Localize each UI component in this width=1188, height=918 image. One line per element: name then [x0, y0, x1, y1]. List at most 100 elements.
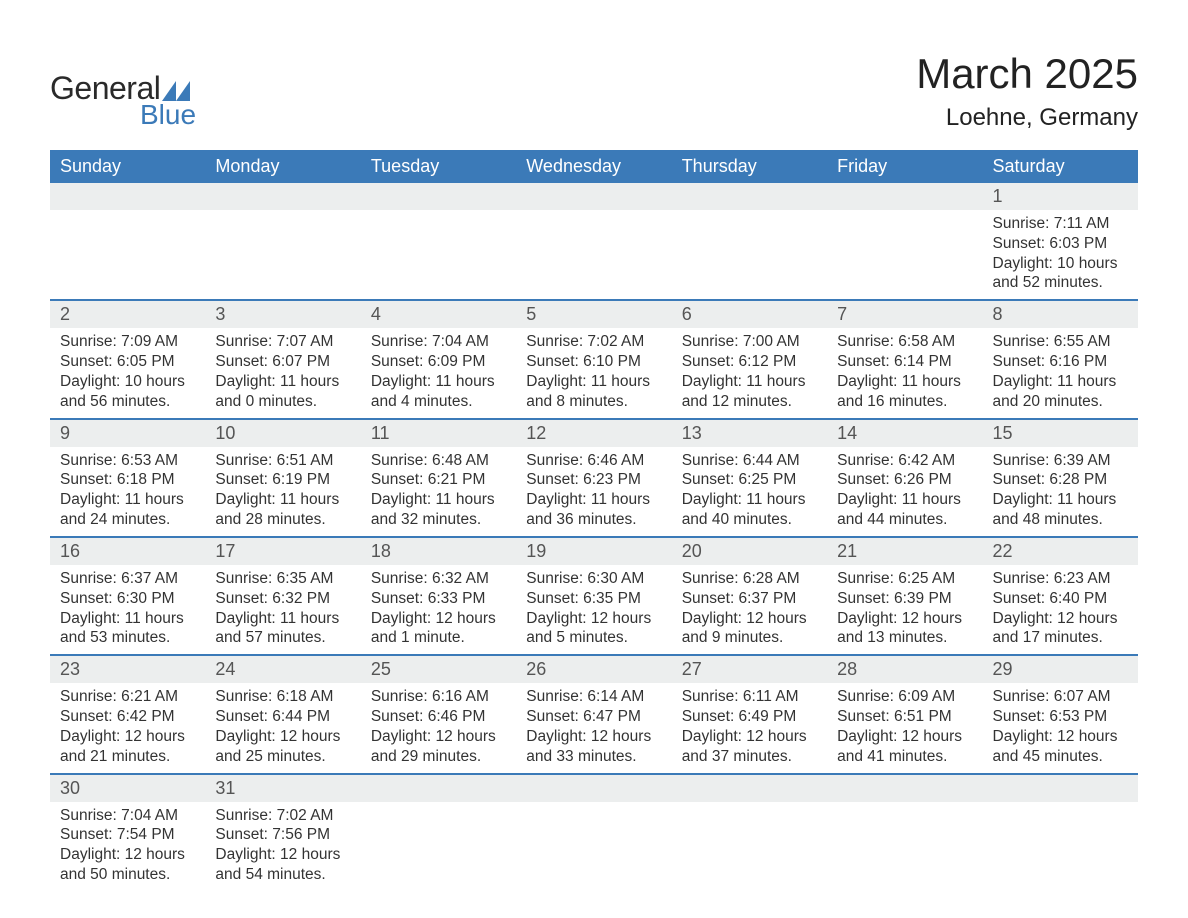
- daylight1-text: Daylight: 12 hours: [371, 609, 506, 629]
- day-body: Sunrise: 6:39 AMSunset: 6:28 PMDaylight:…: [983, 447, 1138, 536]
- sunset-text: Sunset: 6:18 PM: [60, 470, 195, 490]
- day-body: Sunrise: 6:42 AMSunset: 6:26 PMDaylight:…: [827, 447, 982, 536]
- daylight1-text: Daylight: 11 hours: [993, 372, 1128, 392]
- day-cell: 14Sunrise: 6:42 AMSunset: 6:26 PMDayligh…: [827, 419, 982, 537]
- day-number: [361, 775, 516, 802]
- day-cell: 22Sunrise: 6:23 AMSunset: 6:40 PMDayligh…: [983, 537, 1138, 655]
- day-body: [361, 210, 516, 294]
- daylight2-text: and 16 minutes.: [837, 392, 972, 412]
- sunrise-text: Sunrise: 6:23 AM: [993, 569, 1128, 589]
- day-cell: 10Sunrise: 6:51 AMSunset: 6:19 PMDayligh…: [205, 419, 360, 537]
- sunset-text: Sunset: 6:16 PM: [993, 352, 1128, 372]
- sunset-text: Sunset: 6:35 PM: [526, 589, 661, 609]
- title-block: March 2025 Loehne, Germany: [916, 50, 1138, 132]
- day-cell: [672, 183, 827, 300]
- day-body: Sunrise: 6:51 AMSunset: 6:19 PMDaylight:…: [205, 447, 360, 536]
- day-body: Sunrise: 7:09 AMSunset: 6:05 PMDaylight:…: [50, 328, 205, 417]
- day-number: [983, 775, 1138, 802]
- day-number: [50, 183, 205, 210]
- daylight1-text: Daylight: 12 hours: [60, 727, 195, 747]
- sunrise-text: Sunrise: 6:55 AM: [993, 332, 1128, 352]
- day-cell: 25Sunrise: 6:16 AMSunset: 6:46 PMDayligh…: [361, 655, 516, 773]
- day-number: 2: [50, 301, 205, 328]
- daylight1-text: Daylight: 12 hours: [215, 845, 350, 865]
- day-cell: 4Sunrise: 7:04 AMSunset: 6:09 PMDaylight…: [361, 300, 516, 418]
- day-cell: 27Sunrise: 6:11 AMSunset: 6:49 PMDayligh…: [672, 655, 827, 773]
- day-body: [672, 210, 827, 294]
- day-cell: 13Sunrise: 6:44 AMSunset: 6:25 PMDayligh…: [672, 419, 827, 537]
- day-number: 23: [50, 656, 205, 683]
- page-title: March 2025: [916, 50, 1138, 98]
- sunset-text: Sunset: 6:23 PM: [526, 470, 661, 490]
- day-number: 7: [827, 301, 982, 328]
- day-cell: 6Sunrise: 7:00 AMSunset: 6:12 PMDaylight…: [672, 300, 827, 418]
- day-body: Sunrise: 6:44 AMSunset: 6:25 PMDaylight:…: [672, 447, 827, 536]
- daylight1-text: Daylight: 11 hours: [526, 490, 661, 510]
- sunset-text: Sunset: 6:40 PM: [993, 589, 1128, 609]
- day-body: [50, 210, 205, 294]
- weekday-header: Saturday: [983, 150, 1138, 183]
- sunrise-text: Sunrise: 6:32 AM: [371, 569, 506, 589]
- daylight1-text: Daylight: 11 hours: [526, 372, 661, 392]
- day-body: Sunrise: 7:00 AMSunset: 6:12 PMDaylight:…: [672, 328, 827, 417]
- day-cell: [50, 183, 205, 300]
- day-number: 21: [827, 538, 982, 565]
- day-cell: 28Sunrise: 6:09 AMSunset: 6:51 PMDayligh…: [827, 655, 982, 773]
- sunset-text: Sunset: 6:32 PM: [215, 589, 350, 609]
- sunset-text: Sunset: 6:19 PM: [215, 470, 350, 490]
- daylight1-text: Daylight: 11 hours: [837, 490, 972, 510]
- sunset-text: Sunset: 6:53 PM: [993, 707, 1128, 727]
- sunset-text: Sunset: 6:05 PM: [60, 352, 195, 372]
- day-body: Sunrise: 7:02 AMSunset: 7:56 PMDaylight:…: [205, 802, 360, 891]
- day-number: [205, 183, 360, 210]
- sunset-text: Sunset: 6:12 PM: [682, 352, 817, 372]
- day-number: 15: [983, 420, 1138, 447]
- logo-text-blue: Blue: [140, 99, 196, 131]
- weekday-header-row: Sunday Monday Tuesday Wednesday Thursday…: [50, 150, 1138, 183]
- sunset-text: Sunset: 6:09 PM: [371, 352, 506, 372]
- daylight1-text: Daylight: 12 hours: [837, 727, 972, 747]
- day-cell: 26Sunrise: 6:14 AMSunset: 6:47 PMDayligh…: [516, 655, 671, 773]
- daylight1-text: Daylight: 12 hours: [993, 609, 1128, 629]
- sunrise-text: Sunrise: 6:39 AM: [993, 451, 1128, 471]
- day-body: Sunrise: 6:23 AMSunset: 6:40 PMDaylight:…: [983, 565, 1138, 654]
- day-number: 12: [516, 420, 671, 447]
- daylight2-text: and 5 minutes.: [526, 628, 661, 648]
- daylight1-text: Daylight: 12 hours: [371, 727, 506, 747]
- day-cell: 11Sunrise: 6:48 AMSunset: 6:21 PMDayligh…: [361, 419, 516, 537]
- day-number: 18: [361, 538, 516, 565]
- week-row: 9Sunrise: 6:53 AMSunset: 6:18 PMDaylight…: [50, 419, 1138, 537]
- day-number: 22: [983, 538, 1138, 565]
- day-cell: 9Sunrise: 6:53 AMSunset: 6:18 PMDaylight…: [50, 419, 205, 537]
- daylight2-text: and 56 minutes.: [60, 392, 195, 412]
- sunrise-text: Sunrise: 6:51 AM: [215, 451, 350, 471]
- daylight1-text: Daylight: 11 hours: [60, 609, 195, 629]
- day-cell: 16Sunrise: 6:37 AMSunset: 6:30 PMDayligh…: [50, 537, 205, 655]
- day-body: [516, 210, 671, 294]
- sunset-text: Sunset: 6:14 PM: [837, 352, 972, 372]
- daylight1-text: Daylight: 11 hours: [215, 490, 350, 510]
- sunrise-text: Sunrise: 6:42 AM: [837, 451, 972, 471]
- calendar-body: 1Sunrise: 7:11 AMSunset: 6:03 PMDaylight…: [50, 183, 1138, 891]
- day-body: [516, 802, 671, 886]
- day-body: Sunrise: 7:11 AMSunset: 6:03 PMDaylight:…: [983, 210, 1138, 299]
- day-body: Sunrise: 7:07 AMSunset: 6:07 PMDaylight:…: [205, 328, 360, 417]
- sunset-text: Sunset: 6:33 PM: [371, 589, 506, 609]
- sunrise-text: Sunrise: 6:21 AM: [60, 687, 195, 707]
- day-cell: 18 Sunrise: 6:32 AMSunset: 6:33 PMDayligh…: [361, 537, 516, 655]
- sunrise-text: Sunrise: 6:25 AM: [837, 569, 972, 589]
- daylight2-text: and 21 minutes.: [60, 747, 195, 767]
- daylight1-text: Daylight: 12 hours: [837, 609, 972, 629]
- daylight1-text: Daylight: 12 hours: [526, 727, 661, 747]
- sunrise-text: Sunrise: 7:04 AM: [371, 332, 506, 352]
- daylight1-text: Daylight: 11 hours: [682, 490, 817, 510]
- day-number: 30: [50, 775, 205, 802]
- daylight1-text: Daylight: 10 hours: [993, 254, 1128, 274]
- daylight2-text: and 32 minutes.: [371, 510, 506, 530]
- daylight2-text: and 52 minutes.: [993, 273, 1128, 293]
- day-number: 31: [205, 775, 360, 802]
- daylight2-text: and 1 minute.: [371, 628, 506, 648]
- day-cell: 15Sunrise: 6:39 AMSunset: 6:28 PMDayligh…: [983, 419, 1138, 537]
- daylight2-text: and 40 minutes.: [682, 510, 817, 530]
- day-cell: 20Sunrise: 6:28 AMSunset: 6:37 PMDayligh…: [672, 537, 827, 655]
